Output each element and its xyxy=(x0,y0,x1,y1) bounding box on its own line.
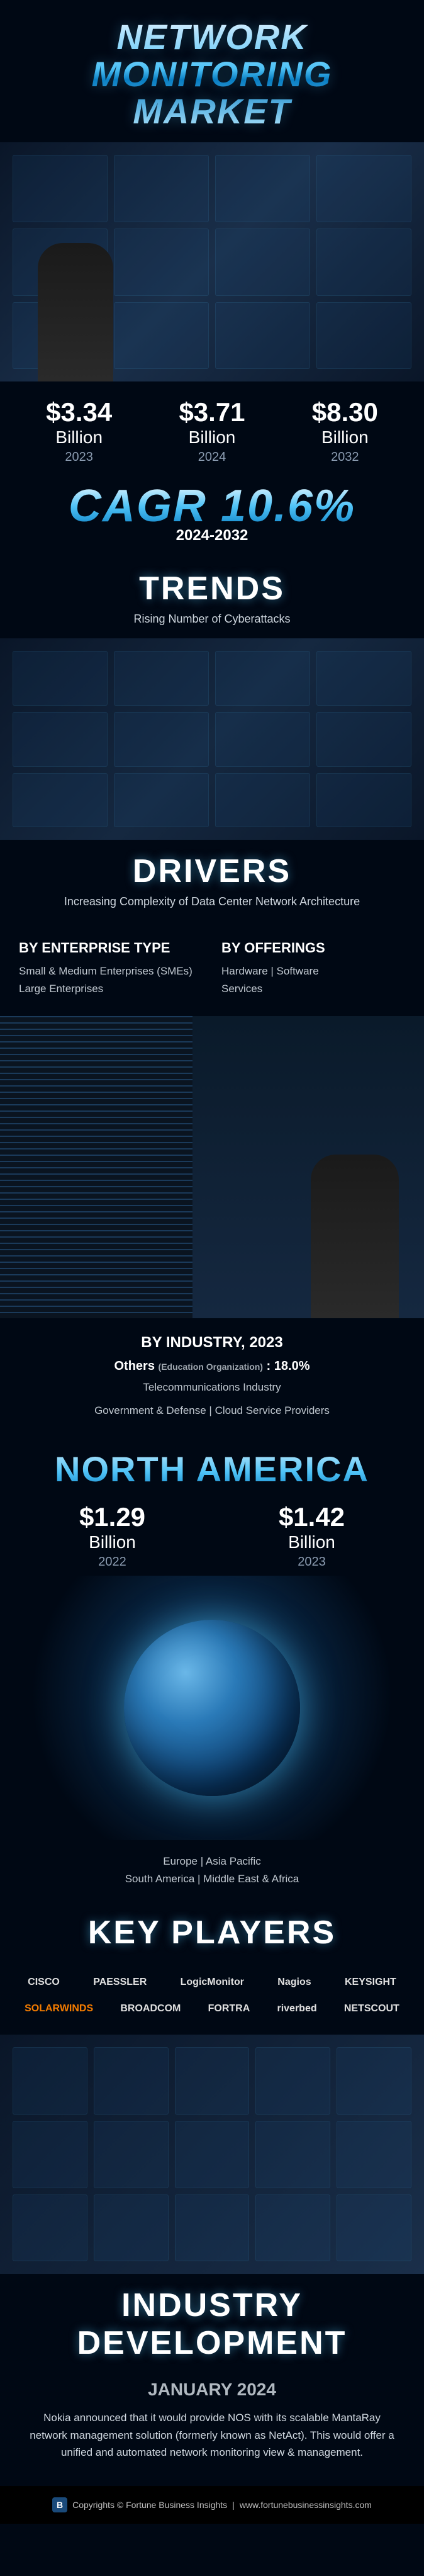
stat-year: 2032 xyxy=(312,450,378,465)
player-logo: LogicMonitor xyxy=(181,1977,244,1988)
hero-image xyxy=(0,142,424,381)
title-block: NETWORK MONITORING MARKET xyxy=(0,0,424,142)
stat-unit: Billion xyxy=(46,427,112,448)
player-logo: KEYSIGHT xyxy=(345,1977,396,1988)
title-line2: MONITORING xyxy=(13,56,411,93)
stat-unit: Billion xyxy=(79,1532,145,1552)
cagr-block: CAGR 10.6% 2024-2032 xyxy=(0,480,424,557)
trends-heading: TRENDS xyxy=(0,557,424,613)
stat-year: 2024 xyxy=(179,450,245,465)
industry-block: BY INDUSTRY, 2023 Others (Education Orga… xyxy=(0,1318,424,1436)
player-logo: Nagios xyxy=(277,1977,311,1988)
region-stat-2022: $1.29 Billion 2022 xyxy=(79,1502,145,1569)
footer-copyright: Copyrights © Fortune Business Insights xyxy=(72,2500,227,2510)
market-stats-row: $3.34 Billion 2023 $3.71 Billion 2024 $8… xyxy=(0,381,424,480)
players-row-2: SOLARWINDS BROADCOM FORTRA riverbed NETS… xyxy=(19,1996,405,2022)
title-line3: MARKET xyxy=(13,93,411,130)
development-date: JANUARY 2024 xyxy=(25,2380,399,2400)
stat-year: 2023 xyxy=(279,1555,345,1569)
player-logo: FORTRA xyxy=(208,2003,250,2014)
region-heading: NORTH AMERICA xyxy=(0,1436,424,1496)
industry-item: Telecommunications Industry xyxy=(19,1379,405,1397)
cagr-value: CAGR 10.6% xyxy=(13,480,411,532)
stat-2023: $3.34 Billion 2023 xyxy=(46,397,112,465)
globe-icon xyxy=(124,1620,300,1796)
industry-main-label: Others xyxy=(114,1359,155,1373)
industry-main-pct: 18.0% xyxy=(274,1359,310,1373)
stat-year: 2023 xyxy=(46,450,112,465)
region-line: South America | Middle East & Africa xyxy=(19,1870,405,1889)
footer-logo-icon: B xyxy=(52,2497,67,2512)
title-line1: NETWORK xyxy=(13,19,411,56)
player-logo: riverbed xyxy=(277,2003,316,2014)
main-title: NETWORK MONITORING MARKET xyxy=(13,19,411,130)
players-heading: KEY PLAYERS xyxy=(0,1901,424,1957)
segment-item: Services xyxy=(221,980,405,997)
drivers-subtitle: Increasing Complexity of Data Center Net… xyxy=(0,895,424,921)
segment-item: Hardware | Software xyxy=(221,963,405,980)
development-heading: INDUSTRY DEVELOPMENT xyxy=(0,2274,424,2367)
player-logo: SOLARWINDS xyxy=(25,2003,93,2014)
stat-value: $1.29 xyxy=(79,1502,145,1532)
stat-year: 2022 xyxy=(79,1555,145,1569)
region-stat-2023: $1.42 Billion 2023 xyxy=(279,1502,345,1569)
stat-value: $3.71 xyxy=(179,397,245,427)
players-row-1: CISCO PAESSLER LogicMonitor Nagios KEYSI… xyxy=(19,1969,405,1996)
industry-item: Government & Defense | Cloud Service Pro… xyxy=(19,1402,405,1420)
region-others: Europe | Asia Pacific South America | Mi… xyxy=(0,1840,424,1902)
stat-value: $1.42 xyxy=(279,1502,345,1532)
segment-item: Small & Medium Enterprises (SMEs) xyxy=(19,963,203,980)
player-logo: CISCO xyxy=(28,1977,60,1988)
player-logo: BROADCOM xyxy=(120,2003,181,2014)
stat-value: $8.30 xyxy=(312,397,378,427)
footer-url: www.fortunebusinessinsights.com xyxy=(240,2500,372,2510)
stat-value: $3.34 xyxy=(46,397,112,427)
segment-title: BY OFFERINGS xyxy=(221,940,405,956)
region-stats: $1.29 Billion 2022 $1.42 Billion 2023 xyxy=(0,1496,424,1576)
segment-item: Large Enterprises xyxy=(19,980,203,997)
region-line: Europe | Asia Pacific xyxy=(19,1853,405,1871)
trends-image xyxy=(0,638,424,840)
drivers-heading: DRIVERS xyxy=(0,840,424,895)
industry-title: BY INDUSTRY, 2023 xyxy=(19,1334,405,1352)
stat-unit: Billion xyxy=(312,427,378,448)
ops-image xyxy=(0,2035,424,2274)
stat-2032: $8.30 Billion 2032 xyxy=(312,397,378,465)
stat-unit: Billion xyxy=(179,427,245,448)
development-text: Nokia announced that it would provide NO… xyxy=(25,2409,399,2461)
industry-main-note: (Education Organization) xyxy=(159,1362,263,1372)
stat-unit: Billion xyxy=(279,1532,345,1552)
segment-enterprise: BY ENTERPRISE TYPE Small & Medium Enterp… xyxy=(19,940,203,997)
player-logo: PAESSLER xyxy=(93,1977,147,1988)
trends-subtitle: Rising Number of Cyberattacks xyxy=(0,613,424,638)
stat-2024: $3.71 Billion 2024 xyxy=(179,397,245,465)
footer: B Copyrights © Fortune Business Insights… xyxy=(0,2486,424,2524)
players-block: CISCO PAESSLER LogicMonitor Nagios KEYSI… xyxy=(0,1957,424,2035)
infographic-container: NETWORK MONITORING MARKET $3.34 Billion … xyxy=(0,0,424,2524)
segment-title: BY ENTERPRISE TYPE xyxy=(19,940,203,956)
industry-main: Others (Education Organization) : 18.0% xyxy=(19,1359,405,1374)
player-logo: NETSCOUT xyxy=(344,2003,399,2014)
development-block: JANUARY 2024 Nokia announced that it wou… xyxy=(0,2367,424,2486)
segments-row: BY ENTERPRISE TYPE Small & Medium Enterp… xyxy=(0,921,424,1015)
segment-offerings: BY OFFERINGS Hardware | Software Service… xyxy=(221,940,405,997)
server-image xyxy=(0,1016,424,1318)
globe-image xyxy=(0,1576,424,1840)
